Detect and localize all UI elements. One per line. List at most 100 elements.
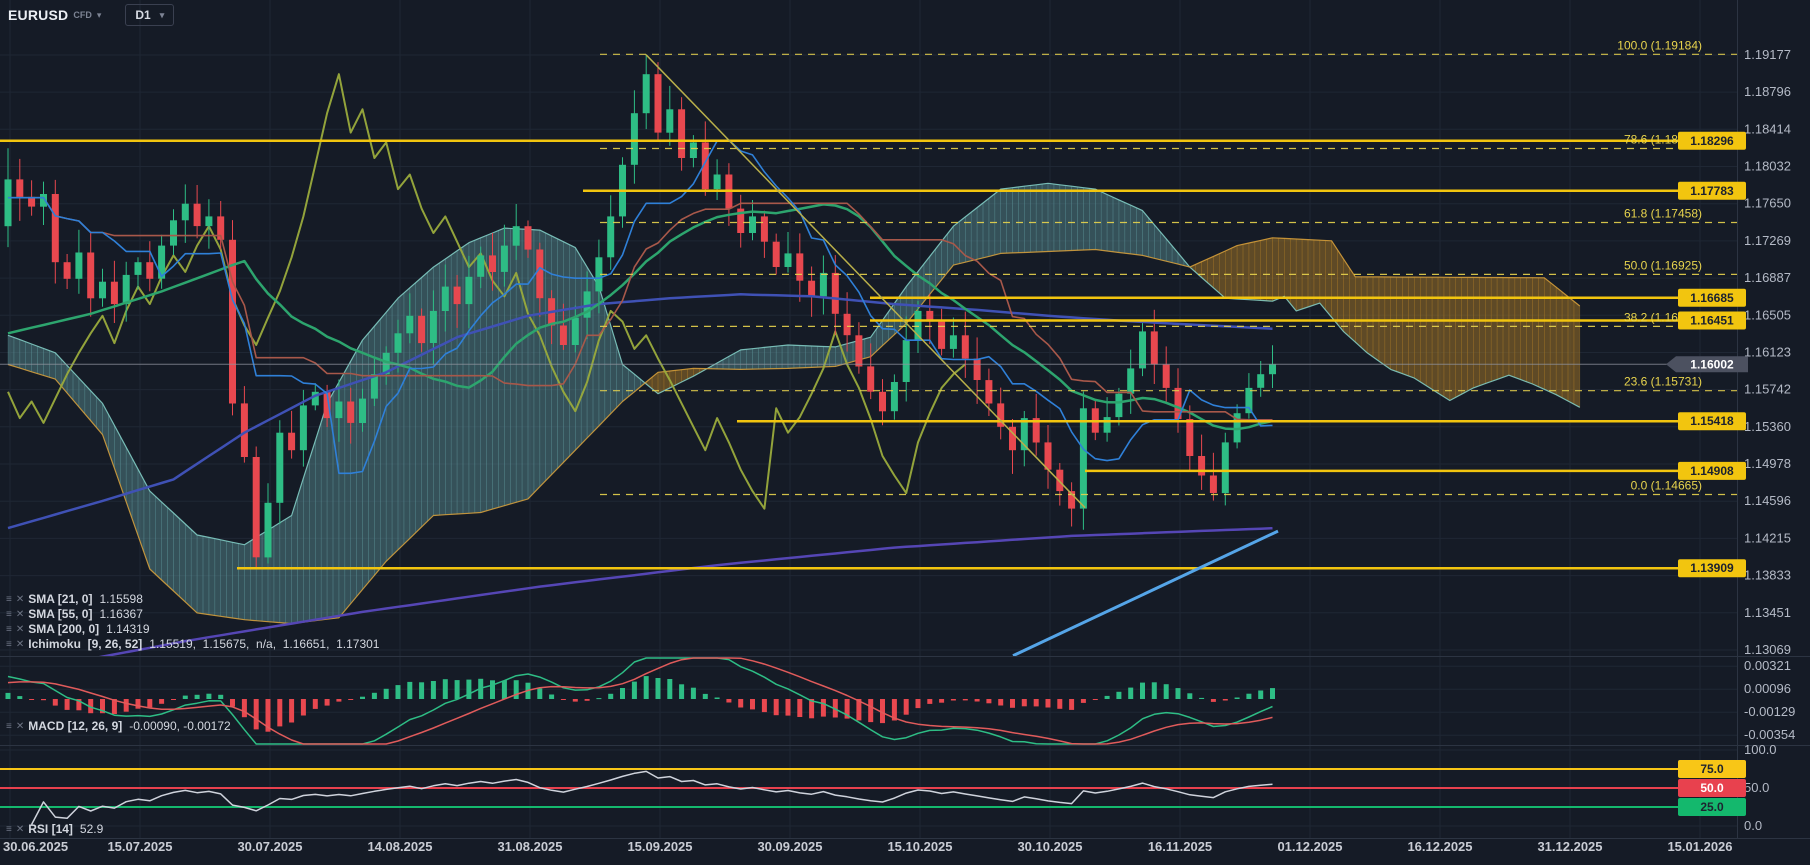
support-resistance-lines[interactable]: [0, 139, 1737, 570]
symbol-selector[interactable]: EURUSD CFD ▾: [8, 7, 101, 23]
svg-text:1.16505: 1.16505: [1744, 307, 1791, 322]
svg-text:1.13069: 1.13069: [1744, 642, 1791, 657]
level-badges: 1.18296 1.17783 1.16685 1.16451 1.15418 1.149…: [1666, 131, 1748, 816]
menu-icon[interactable]: ≡: [6, 608, 12, 620]
svg-text:1.15360: 1.15360: [1744, 419, 1791, 434]
legend-rsi: ≡ ✕ RSI [14] 52.9: [6, 822, 103, 836]
svg-text:1.13833: 1.13833: [1744, 568, 1791, 583]
svg-text:30.09.2025: 30.09.2025: [757, 839, 822, 854]
svg-text:1.18796: 1.18796: [1744, 84, 1791, 99]
svg-text:31.08.2025: 31.08.2025: [497, 839, 562, 854]
indicator-name: SMA [55, 0]: [28, 607, 93, 621]
menu-icon[interactable]: ≡: [6, 593, 12, 605]
price-axis[interactable]: 1.19177 1.18796 1.18414 1.18032 1.17650 1.172…: [1744, 47, 1795, 833]
svg-text:1.14215: 1.14215: [1744, 530, 1791, 545]
chart-toolbar: EURUSD CFD ▾ D1 ▾: [0, 0, 175, 30]
svg-text:1.16002: 1.16002: [1690, 357, 1734, 371]
svg-text:15.10.2025: 15.10.2025: [887, 839, 952, 854]
close-icon[interactable]: ✕: [15, 593, 25, 605]
close-icon[interactable]: ✕: [15, 720, 25, 732]
svg-text:15.01.2026: 15.01.2026: [1667, 839, 1732, 854]
svg-text:50.0: 50.0: [1700, 781, 1724, 795]
svg-text:1.19177: 1.19177: [1744, 47, 1791, 62]
indicator-value: 1.15598: [99, 592, 143, 606]
svg-text:1.14908: 1.14908: [1690, 464, 1734, 478]
legend-macd: ≡ ✕ MACD [12, 26, 9] -0.00090, -0.00172: [6, 719, 231, 733]
indicator-value: 1.14319: [106, 622, 150, 636]
svg-text:1.18032: 1.18032: [1744, 159, 1791, 174]
menu-icon[interactable]: ≡: [6, 638, 12, 650]
svg-text:100.0: 100.0: [1744, 742, 1777, 757]
legend-ichimoku: ≡ ✕ Ichimoku [9, 26, 52] 1.15519, 1.1567…: [6, 637, 379, 651]
close-icon[interactable]: ✕: [15, 638, 25, 650]
indicator-value: 52.9: [79, 822, 104, 836]
rsi-level-lines: [0, 768, 1737, 808]
svg-text:1.13451: 1.13451: [1744, 605, 1791, 620]
svg-text:1.14596: 1.14596: [1744, 493, 1791, 508]
market-type-label: CFD: [73, 10, 92, 20]
menu-icon[interactable]: ≡: [6, 623, 12, 635]
svg-text:01.12.2025: 01.12.2025: [1277, 839, 1342, 854]
timeframe-selector[interactable]: D1 ▾: [125, 4, 175, 26]
legend-sma200: ≡ ✕ SMA [200, 0] 1.14319: [6, 622, 150, 636]
indicator-name: SMA [21, 0]: [28, 592, 93, 606]
svg-text:30.06.2025: 30.06.2025: [3, 839, 68, 854]
svg-text:15.09.2025: 15.09.2025: [627, 839, 692, 854]
time-axis[interactable]: 30.06.2025 15.07.2025 30.07.2025 14.08.2025…: [3, 839, 1733, 854]
indicator-name: MACD [12, 26, 9]: [28, 719, 123, 733]
svg-text:25.0: 25.0: [1700, 800, 1724, 814]
close-icon[interactable]: ✕: [15, 823, 25, 835]
svg-text:1.18414: 1.18414: [1744, 121, 1791, 136]
candles: [4, 54, 1276, 568]
svg-text:30.07.2025: 30.07.2025: [237, 839, 302, 854]
indicator-name: Ichimoku [9, 26, 52]: [28, 637, 143, 651]
svg-text:1.17269: 1.17269: [1744, 233, 1791, 248]
svg-text:31.12.2025: 31.12.2025: [1537, 839, 1602, 854]
svg-text:16.11.2025: 16.11.2025: [1148, 839, 1212, 854]
svg-text:1.17783: 1.17783: [1690, 184, 1734, 198]
svg-text:-0.00354: -0.00354: [1744, 727, 1795, 742]
indicator-value: 1.16367: [99, 607, 143, 621]
chevron-down-icon: ▾: [159, 9, 165, 20]
svg-text:50.0: 50.0: [1744, 780, 1769, 795]
trendlines[interactable]: [645, 54, 1279, 658]
svg-text:1.13909: 1.13909: [1690, 561, 1734, 575]
svg-text:15.07.2025: 15.07.2025: [107, 839, 172, 854]
svg-text:1.18296: 1.18296: [1690, 134, 1734, 148]
ichimoku-cloud: [7, 182, 1581, 625]
svg-text:30.10.2025: 30.10.2025: [1017, 839, 1082, 854]
svg-text:1.16685: 1.16685: [1690, 291, 1734, 305]
menu-icon[interactable]: ≡: [6, 823, 12, 835]
svg-text:75.0: 75.0: [1700, 762, 1724, 776]
sma21-line: [7, 203, 1273, 431]
svg-text:23.6 (1.15731): 23.6 (1.15731): [1624, 375, 1702, 389]
rsi-line: [30, 770, 1273, 825]
close-icon[interactable]: ✕: [15, 623, 25, 635]
svg-text:1.17650: 1.17650: [1744, 196, 1791, 211]
svg-text:0.00321: 0.00321: [1744, 658, 1791, 673]
pane-separators[interactable]: [0, 0, 1810, 839]
symbol-label: EURUSD: [8, 7, 69, 23]
svg-text:1.16451: 1.16451: [1690, 314, 1734, 328]
macd-lines: [7, 657, 1273, 745]
svg-text:-0.00129: -0.00129: [1744, 704, 1795, 719]
timeframe-label: D1: [135, 8, 151, 22]
svg-text:1.16887: 1.16887: [1744, 270, 1791, 285]
svg-text:61.8 (1.17458): 61.8 (1.17458): [1624, 207, 1702, 221]
menu-icon[interactable]: ≡: [6, 720, 12, 732]
close-icon[interactable]: ✕: [15, 608, 25, 620]
legend-sma55: ≡ ✕ SMA [55, 0] 1.16367: [6, 607, 143, 621]
svg-text:14.08.2025: 14.08.2025: [367, 839, 432, 854]
indicator-value: 1.15519, 1.15675, n/a, 1.16651, 1.17301: [149, 637, 380, 651]
svg-text:1.16123: 1.16123: [1744, 345, 1791, 360]
legend-sma21: ≡ ✕ SMA [21, 0] 1.15598: [6, 592, 143, 606]
svg-text:0.00096: 0.00096: [1744, 681, 1791, 696]
svg-text:0.0: 0.0: [1744, 818, 1762, 833]
kijun-line: [8, 196, 1273, 421]
svg-text:1.14978: 1.14978: [1744, 456, 1791, 471]
sma55-line: [7, 293, 1273, 530]
tenkan-line: [8, 139, 1273, 475]
fib-retracement[interactable]: 100.0 (1.19184)78.6 (1.18217)61.8 (1.174…: [600, 38, 1737, 496]
